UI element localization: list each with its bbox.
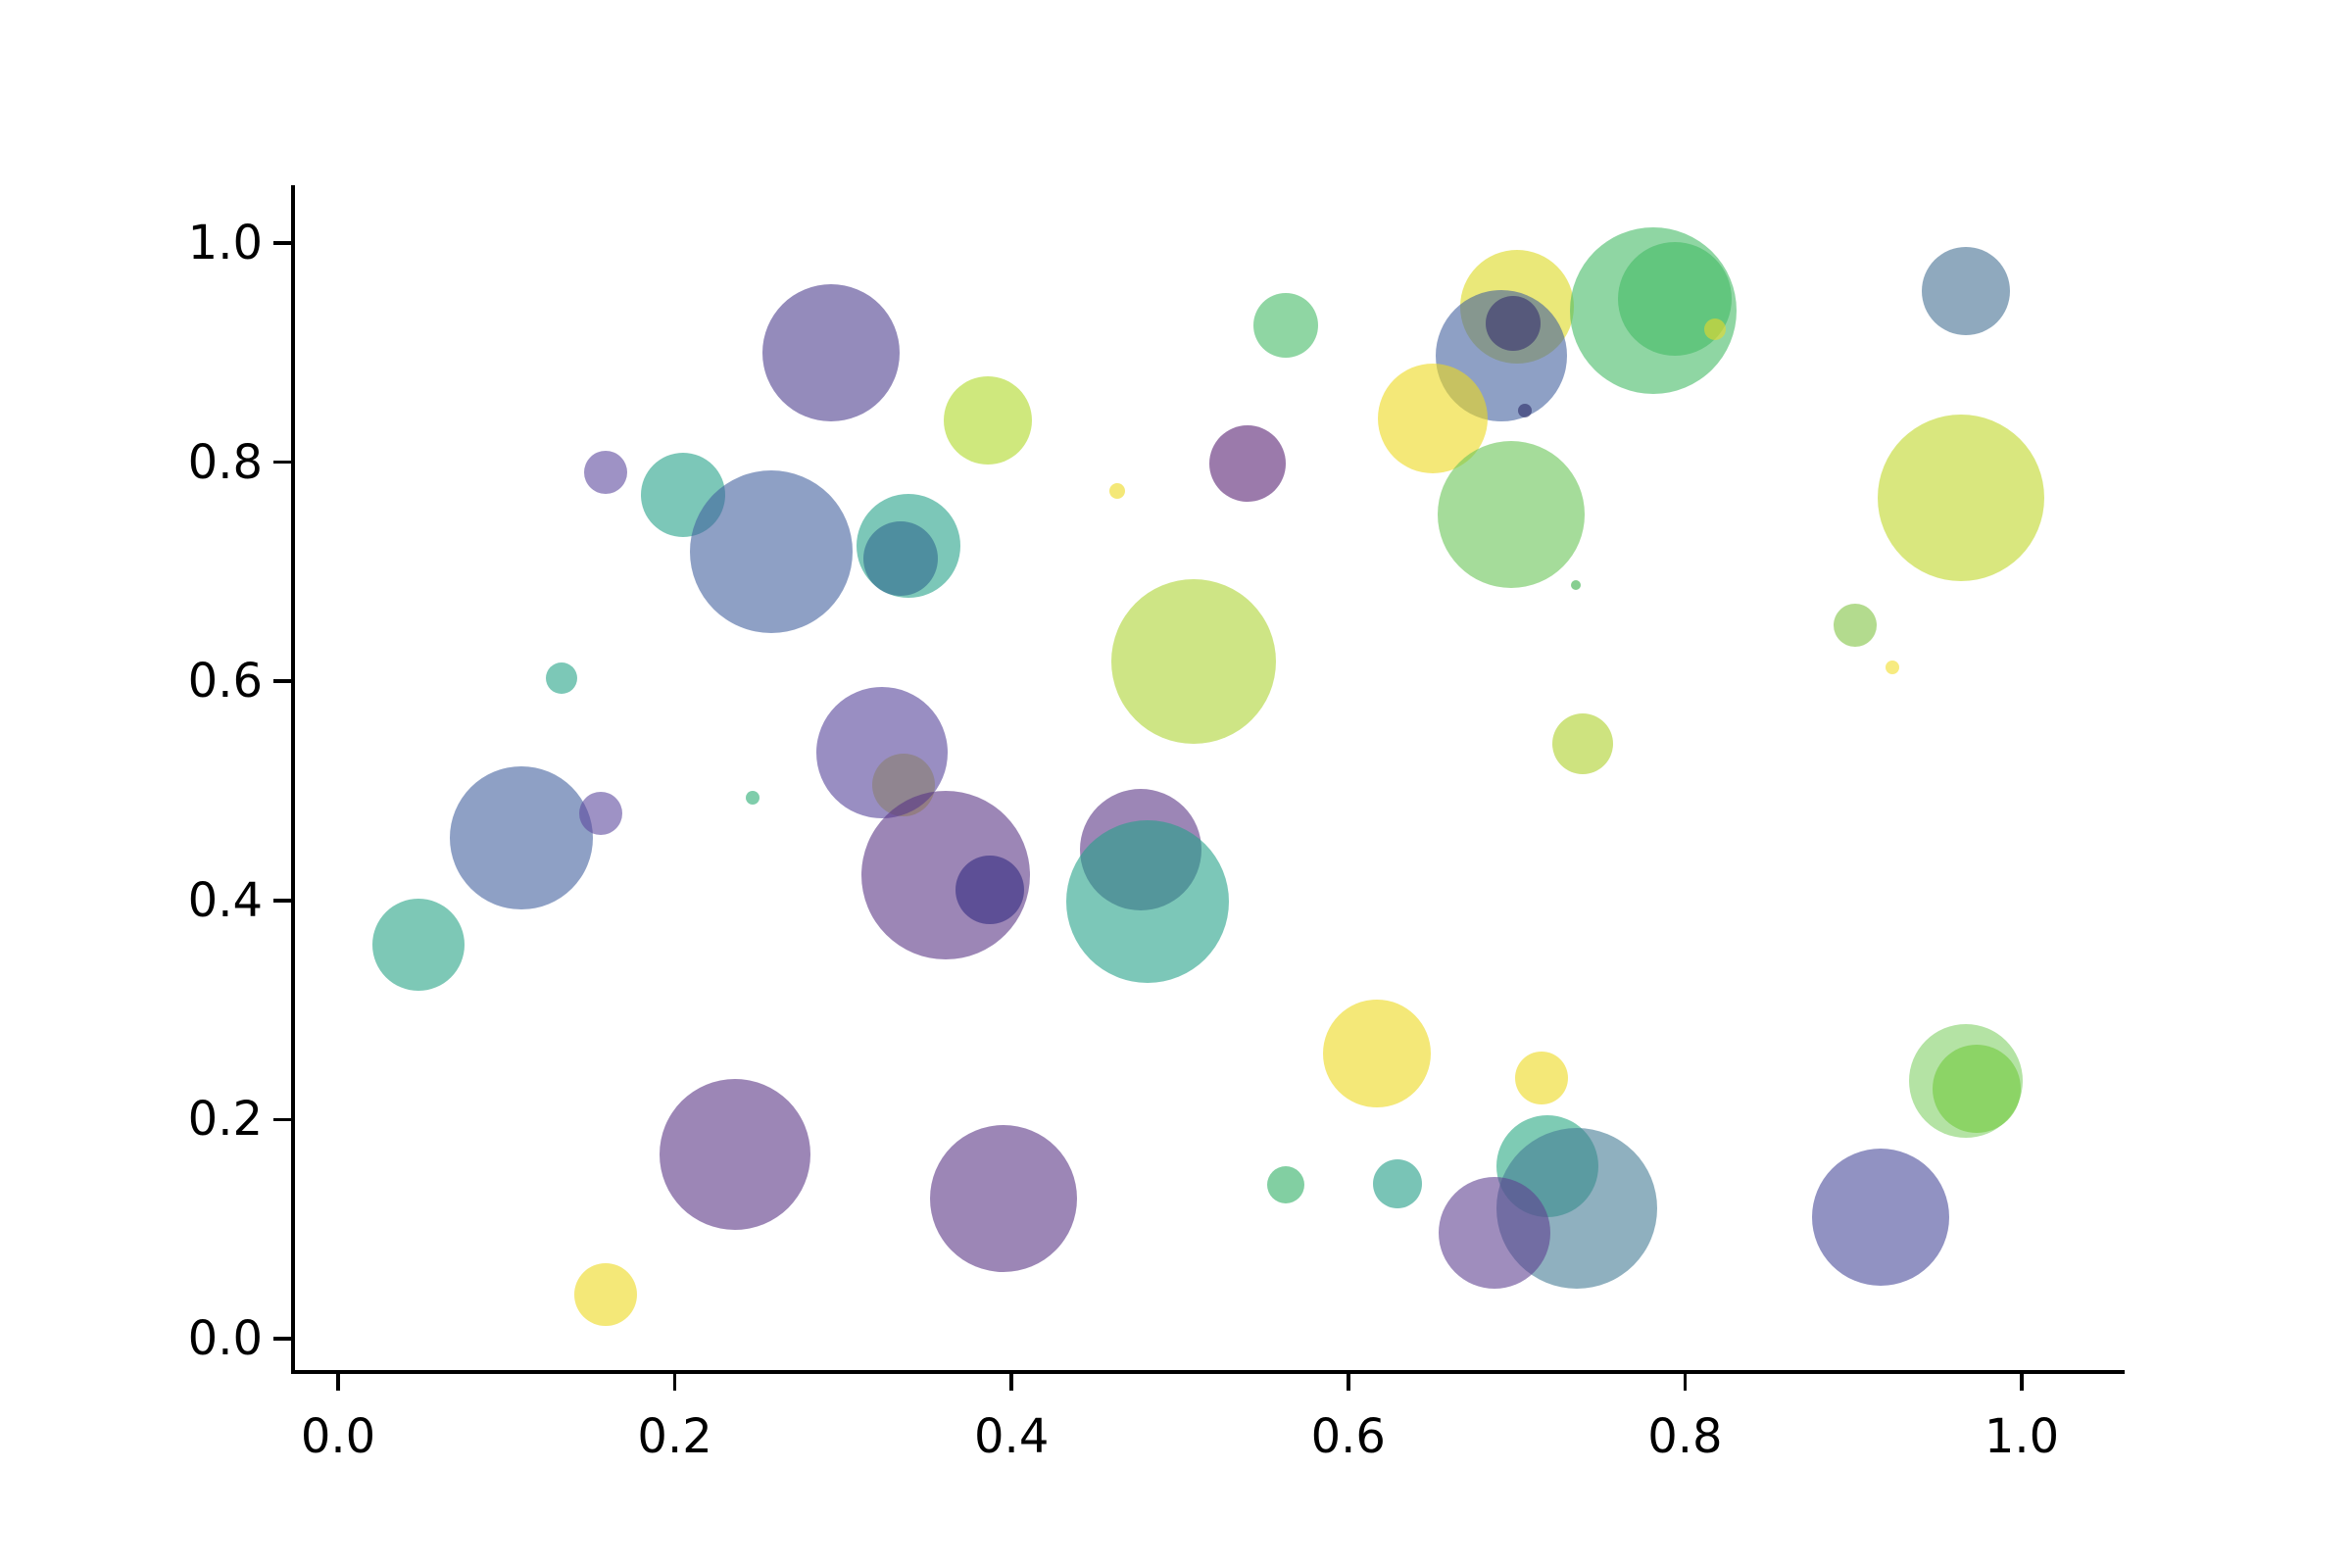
bubble xyxy=(1208,424,1286,502)
y-tick-mark xyxy=(273,899,291,903)
y-tick-label: 0.6 xyxy=(187,654,263,710)
bubble xyxy=(1518,404,1533,418)
x-tick-mark xyxy=(672,1373,677,1391)
bubble xyxy=(1515,1051,1569,1104)
y-tick-mark xyxy=(273,1117,291,1122)
x-tick-mark xyxy=(1009,1373,1013,1391)
bubble xyxy=(660,1079,811,1231)
bubble xyxy=(1551,712,1613,774)
bubble xyxy=(1833,604,1877,648)
x-tick-mark xyxy=(1347,1373,1350,1391)
x-axis-spine xyxy=(291,1370,2125,1374)
bubble xyxy=(1372,1159,1422,1209)
y-tick-mark xyxy=(273,1337,291,1341)
y-tick-label: 1.0 xyxy=(187,216,263,270)
bubble xyxy=(1811,1148,1949,1286)
bubble xyxy=(1922,247,2011,336)
y-tick-label: 0.0 xyxy=(187,1311,263,1366)
bubble xyxy=(1267,1166,1305,1204)
bubble xyxy=(1109,482,1126,499)
x-tick-label: 0.2 xyxy=(637,1409,712,1464)
bubble xyxy=(1570,579,1581,590)
bubble xyxy=(579,792,622,836)
x-tick-mark xyxy=(1683,1373,1688,1391)
x-tick-label: 0.6 xyxy=(1310,1409,1386,1464)
bubble xyxy=(1932,1045,2021,1134)
bubble xyxy=(1878,415,2045,582)
bubble xyxy=(762,283,901,421)
x-tick-mark xyxy=(336,1373,340,1391)
bubble xyxy=(929,1124,1077,1272)
y-tick-label: 0.4 xyxy=(187,872,263,928)
y-tick-mark xyxy=(273,460,291,465)
bubble xyxy=(546,662,578,694)
bubble xyxy=(689,470,853,634)
y-tick-label: 0.2 xyxy=(187,1092,263,1148)
bubble xyxy=(450,766,594,910)
bubble xyxy=(584,450,628,494)
bubble xyxy=(1066,819,1230,983)
bubble xyxy=(1253,292,1319,358)
y-tick-mark xyxy=(273,679,291,683)
bubble xyxy=(1704,318,1727,341)
x-tick-label: 0.8 xyxy=(1647,1409,1723,1464)
bubble xyxy=(1439,1176,1551,1289)
bubble xyxy=(1323,1000,1431,1108)
bubble xyxy=(1885,660,1899,674)
y-tick-label: 0.8 xyxy=(187,434,263,490)
bubble xyxy=(862,520,938,596)
x-tick-mark xyxy=(2020,1373,2024,1391)
bubble xyxy=(955,855,1024,924)
y-tick-mark xyxy=(273,241,291,245)
bubble xyxy=(944,376,1033,466)
bubble xyxy=(1486,295,1542,351)
bubble xyxy=(745,790,760,805)
x-tick-label: 0.4 xyxy=(974,1409,1050,1464)
bubble xyxy=(1110,579,1276,745)
bubble xyxy=(372,898,466,991)
bubble xyxy=(574,1263,638,1327)
x-tick-label: 1.0 xyxy=(1984,1409,2060,1464)
bubble xyxy=(1438,441,1586,589)
y-axis-spine xyxy=(291,185,295,1373)
x-tick-label: 0.0 xyxy=(300,1409,376,1464)
